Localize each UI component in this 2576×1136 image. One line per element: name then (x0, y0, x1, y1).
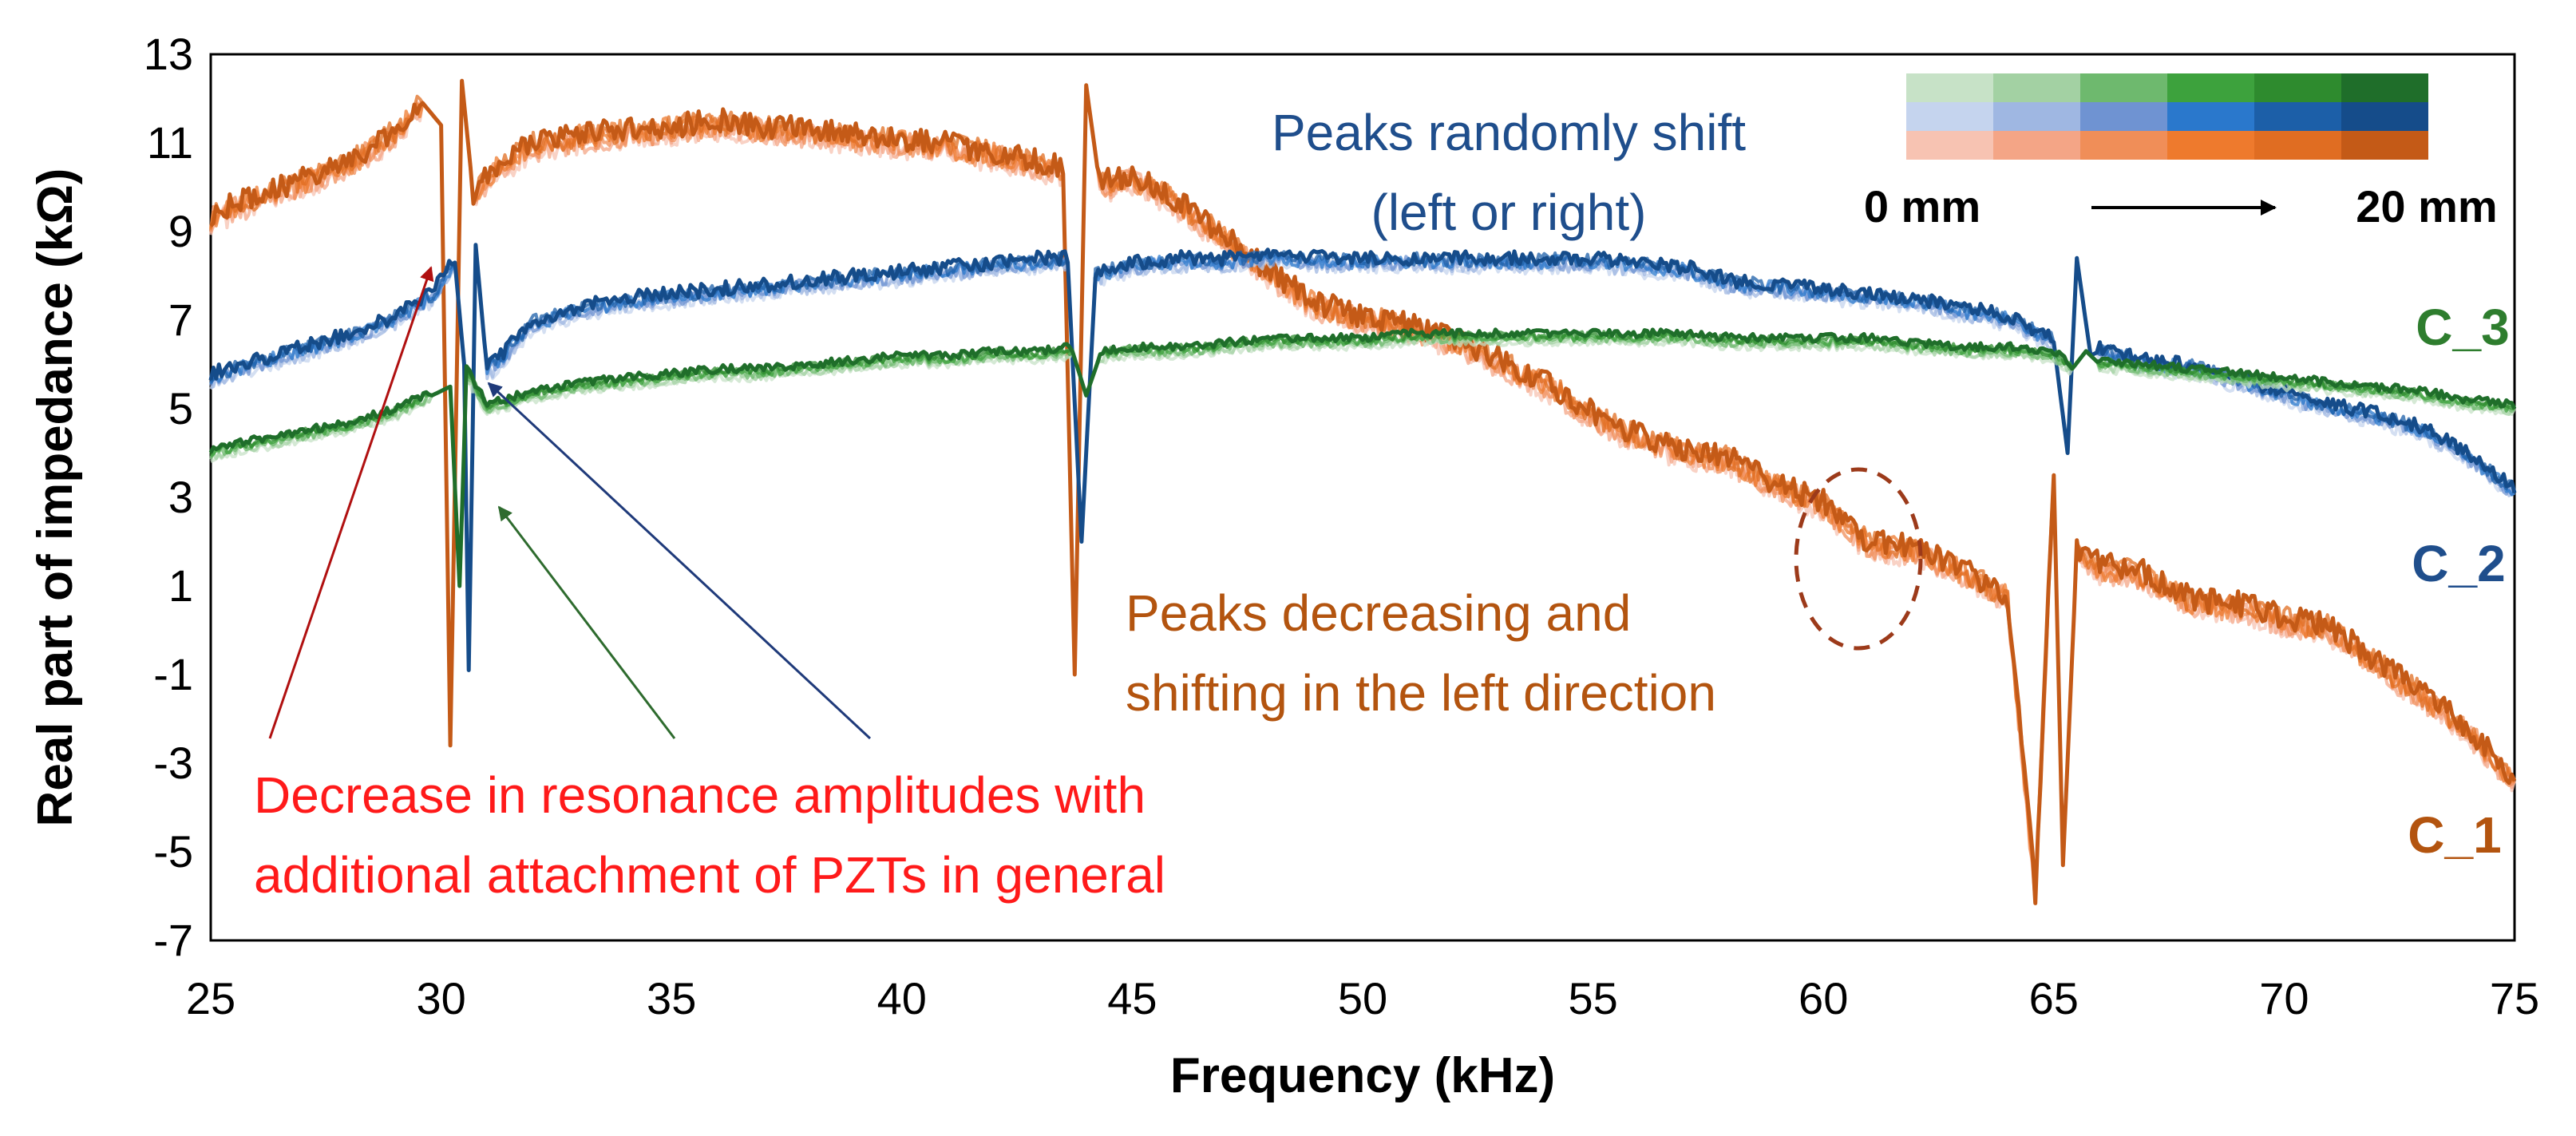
legend-color-strip (1906, 73, 2428, 160)
series-c3 (208, 327, 2517, 588)
series-label-c3: C_3 (2416, 299, 2509, 356)
y-tick-label: 5 (168, 383, 193, 433)
legend-swatch (2167, 102, 2254, 131)
series-c1 (209, 78, 2517, 905)
annotation-decrease-line2: additional attachment of PZTs in general (254, 846, 1165, 904)
x-tick-label: 75 (2490, 973, 2539, 1023)
legend-swatch (2080, 73, 2167, 102)
plot-frame (209, 53, 2516, 942)
y-tick-label: 3 (168, 472, 193, 522)
annotation-peaks-decreasing-line2: shifting in the left direction (1126, 664, 1716, 722)
legend-swatch (1906, 131, 1993, 160)
y-tick-label: -5 (153, 826, 193, 877)
x-tick-label: 35 (647, 973, 696, 1023)
series-layer (208, 78, 2517, 905)
x-tick-label: 45 (1107, 973, 1157, 1023)
legend-start-label: 0 mm (1864, 181, 1980, 232)
legend-swatch (2254, 102, 2341, 131)
legend-swatch (1993, 73, 2080, 102)
x-tick-labels: 25 30 35 40 45 50 55 60 65 70 75 (186, 973, 2539, 1023)
legend-swatch (1906, 102, 1993, 131)
series-line-c3-run4 (209, 330, 2515, 588)
x-tick-label: 70 (2259, 973, 2309, 1023)
legend-swatch (1906, 73, 1993, 102)
x-tick-label: 40 (877, 973, 927, 1023)
y-tick-label: 9 (168, 206, 193, 256)
series-line-c1-run5 (209, 78, 2517, 905)
legend-end-label: 20 mm (2356, 181, 2497, 232)
legend-swatch (1993, 131, 2080, 160)
annotation-decrease-line1: Decrease in resonance amplitudes with (254, 766, 1146, 824)
series-label-c1: C_1 (2408, 806, 2501, 864)
green-arrow (497, 505, 676, 739)
x-tick-label: 60 (1798, 973, 1848, 1023)
blue-arrow (487, 382, 872, 740)
legend-swatch (2080, 131, 2167, 160)
series-label-c2: C_2 (2412, 535, 2505, 592)
legend-swatch (2341, 73, 2428, 102)
annotation-peaks-decreasing-line1: Peaks decreasing and (1126, 584, 1631, 642)
x-tick-label: 55 (1568, 973, 1617, 1023)
x-tick-label: 25 (186, 973, 235, 1023)
y-tick-label: 11 (147, 117, 193, 168)
y-tick-label: 13 (144, 29, 193, 79)
annotation-peaks-shift-line1: Peaks randomly shift (1272, 104, 1746, 161)
annotation-dashed-circle (1794, 467, 1923, 651)
x-axis-title: Frequency (kHz) (1170, 1048, 1555, 1103)
legend-swatch (1993, 102, 2080, 131)
legend-swatch (2254, 131, 2341, 160)
y-tick-label: -1 (153, 649, 193, 699)
x-tick-label: 50 (1338, 973, 1387, 1023)
y-tick-label: -7 (153, 915, 193, 965)
series-line-c1-run4 (209, 79, 2516, 905)
y-tick-label: 7 (168, 295, 193, 345)
legend-swatch (2167, 73, 2254, 102)
y-axis-title: Real part of impedance (kΩ) (28, 168, 83, 827)
legend-swatch (2254, 73, 2341, 102)
annotation-peaks-shift-line2: (left or right) (1371, 184, 1647, 241)
red-arrow (268, 266, 434, 739)
legend-swatch (2341, 102, 2428, 131)
y-tick-label: 1 (168, 560, 193, 611)
legend-swatch (2080, 102, 2167, 131)
x-tick-label: 30 (416, 973, 465, 1023)
x-tick-label: 65 (2029, 973, 2079, 1023)
legend-swatch (2341, 131, 2428, 160)
series-line-c3-run5 (208, 327, 2517, 588)
legend-swatch (2167, 131, 2254, 160)
y-tick-label: -3 (153, 738, 193, 788)
